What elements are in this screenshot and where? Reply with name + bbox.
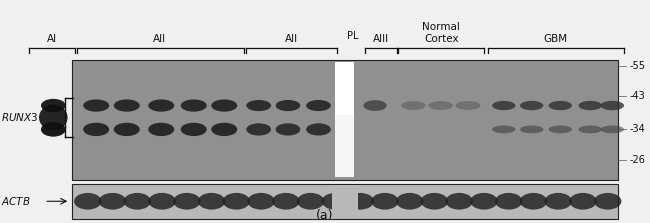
Ellipse shape [428,101,453,110]
Ellipse shape [545,193,572,210]
Ellipse shape [276,123,300,136]
Ellipse shape [248,193,275,210]
Ellipse shape [495,193,523,210]
Ellipse shape [276,100,300,111]
Ellipse shape [520,126,543,133]
Ellipse shape [223,193,250,210]
Text: $ACTB$: $ACTB$ [1,195,31,207]
Ellipse shape [83,123,109,136]
Bar [332,185,358,217]
Ellipse shape [41,122,66,137]
Text: AIII: AIII [373,34,389,44]
Ellipse shape [549,101,572,110]
Ellipse shape [396,193,423,210]
Ellipse shape [297,193,324,210]
Bar [72,184,618,219]
Ellipse shape [246,100,271,111]
Ellipse shape [569,193,597,210]
Ellipse shape [520,101,543,110]
Ellipse shape [306,100,331,111]
Ellipse shape [371,193,398,210]
Ellipse shape [246,123,271,136]
Ellipse shape [124,193,151,210]
Ellipse shape [181,99,207,112]
Ellipse shape [148,193,176,210]
Ellipse shape [492,101,515,110]
Text: PL: PL [347,31,359,41]
Text: -34: -34 [629,124,645,134]
Bar [335,62,354,177]
Ellipse shape [198,193,225,210]
Ellipse shape [578,126,602,133]
Ellipse shape [549,126,572,133]
Ellipse shape [520,193,547,210]
Text: $RUNX3$: $RUNX3$ [1,112,39,124]
Ellipse shape [306,123,331,136]
Ellipse shape [114,123,140,136]
Ellipse shape [181,123,207,136]
Ellipse shape [272,193,300,210]
Ellipse shape [601,101,624,110]
Ellipse shape [114,99,140,112]
Ellipse shape [211,123,237,136]
Ellipse shape [99,193,126,210]
Ellipse shape [346,193,374,210]
Ellipse shape [39,105,68,130]
Ellipse shape [322,193,349,210]
Text: AI: AI [47,34,57,44]
Ellipse shape [601,126,624,133]
Text: AII: AII [153,34,166,44]
Ellipse shape [421,193,448,210]
Text: AII: AII [285,34,298,44]
Text: GBM: GBM [543,34,568,44]
Text: Normal
Cortex: Normal Cortex [422,22,460,44]
Ellipse shape [173,193,200,210]
Ellipse shape [456,101,480,110]
Text: -26: -26 [629,155,645,165]
Ellipse shape [445,193,473,210]
Bar [335,115,354,177]
Ellipse shape [471,193,498,210]
Ellipse shape [41,99,66,112]
Ellipse shape [492,126,515,133]
Ellipse shape [578,101,602,110]
Ellipse shape [211,99,237,112]
Text: (a): (a) [317,209,333,222]
Ellipse shape [83,99,109,112]
Text: -43: -43 [629,91,645,101]
Bar [72,60,618,180]
Ellipse shape [148,99,174,112]
Ellipse shape [594,193,621,210]
Ellipse shape [148,123,174,136]
Text: -55: -55 [629,61,645,71]
Ellipse shape [401,101,426,110]
Ellipse shape [363,100,387,111]
Ellipse shape [74,193,101,210]
